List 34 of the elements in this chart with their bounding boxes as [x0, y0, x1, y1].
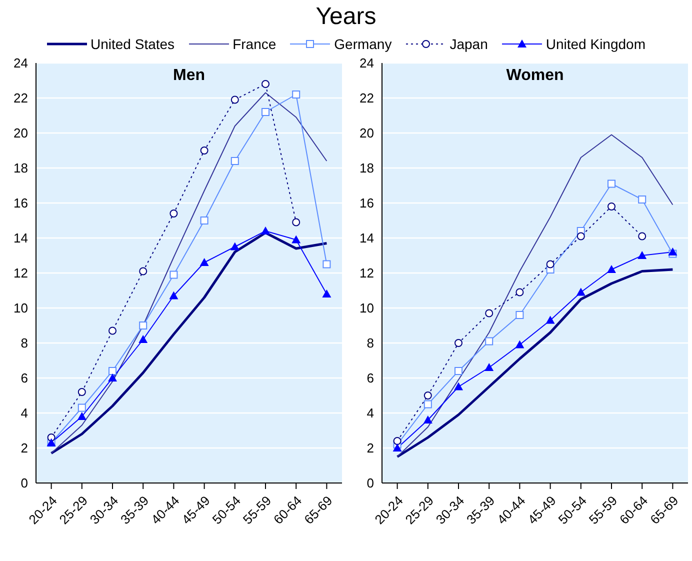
chart-title: Men [172, 67, 206, 85]
legend-label: Japan [450, 36, 488, 52]
y-tick-label: 22 [360, 90, 374, 106]
y-tick-label: 24 [360, 56, 374, 71]
y-tick-label: 18 [360, 160, 374, 176]
y-tick-label: 4 [20, 406, 28, 421]
y-tick-label: 20 [14, 126, 28, 141]
y-tick-label: 22 [14, 90, 28, 106]
legend-label: Germany [334, 36, 392, 52]
chart-title: Women [505, 67, 565, 85]
legend-label: France [232, 36, 276, 52]
y-tick-label: 6 [20, 370, 28, 386]
y-tick-label: 14 [14, 230, 28, 246]
y-tick-label: 8 [366, 336, 374, 351]
y-tick-label: 24 [14, 56, 28, 71]
y-tick-label: 12 [360, 266, 374, 281]
legend-label: United States [90, 36, 175, 52]
y-tick-label: 2 [20, 440, 28, 456]
y-tick-label: 18 [14, 160, 28, 176]
y-tick-label: 16 [14, 196, 28, 211]
y-tick-label: 10 [14, 300, 28, 316]
y-tick-label: 2 [366, 440, 374, 456]
y-tick-label: 10 [360, 300, 374, 316]
y-tick-label: 14 [360, 230, 374, 246]
y-tick-label: 8 [20, 336, 28, 351]
y-axis-title: Years [314, 2, 378, 32]
y-tick-label: 16 [360, 196, 374, 211]
y-tick-label: 20 [360, 126, 374, 141]
y-tick-label: 0 [366, 476, 374, 491]
y-tick-label: 12 [14, 266, 28, 281]
legend-label: United Kingdom [546, 36, 646, 52]
y-tick-label: 6 [366, 370, 374, 386]
y-tick-label: 4 [366, 406, 374, 421]
y-tick-label: 0 [20, 476, 28, 491]
